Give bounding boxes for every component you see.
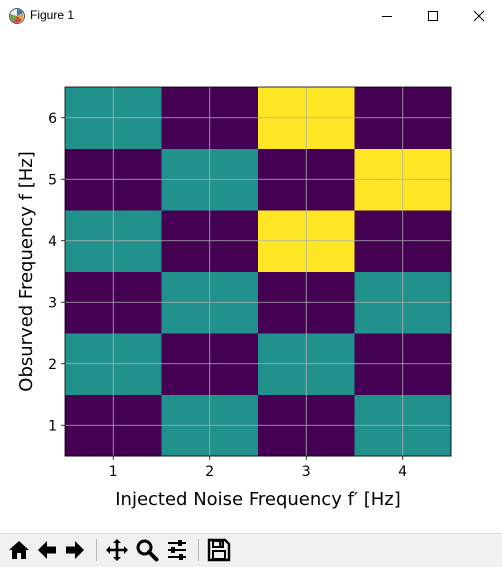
save-button[interactable] bbox=[206, 537, 232, 563]
matplotlib-icon bbox=[9, 8, 25, 24]
arrow-right-icon bbox=[66, 541, 84, 559]
sliders-icon bbox=[168, 540, 186, 560]
y-tick-label: 5 bbox=[48, 172, 57, 188]
configure-subplots-button[interactable] bbox=[164, 537, 190, 563]
heatmap-chart[interactable]: 1 2 3 4 1 2 3 4 5 6 Injected Noise Frequency f′ … bbox=[0, 31, 502, 533]
y-tick-label: 2 bbox=[48, 357, 57, 373]
save-icon bbox=[207, 538, 231, 562]
close-button[interactable] bbox=[456, 0, 502, 31]
minimize-icon bbox=[382, 16, 392, 17]
heatmap-cells bbox=[65, 87, 452, 457]
arrow-left-icon bbox=[38, 541, 56, 559]
move-icon bbox=[106, 539, 128, 561]
y-tick-label: 6 bbox=[48, 111, 57, 127]
minimize-button[interactable] bbox=[364, 0, 410, 31]
x-ticks: 1 2 3 4 bbox=[109, 456, 407, 480]
maximize-icon bbox=[428, 11, 438, 21]
y-tick-label: 3 bbox=[48, 295, 57, 311]
toolbar-separator bbox=[198, 539, 199, 561]
y-tick-label: 1 bbox=[48, 418, 57, 434]
x-tick-label: 4 bbox=[398, 464, 407, 480]
home-icon bbox=[9, 541, 29, 559]
x-tick-label: 1 bbox=[109, 464, 118, 480]
zoom-button[interactable] bbox=[134, 537, 160, 563]
y-tick-label: 4 bbox=[48, 234, 57, 250]
toolbar-separator bbox=[96, 539, 97, 561]
pan-button[interactable] bbox=[104, 537, 130, 563]
window-titlebar: Figure 1 bbox=[0, 0, 502, 31]
x-tick-label: 2 bbox=[205, 464, 214, 480]
grid-lines bbox=[65, 87, 451, 456]
x-axis-label: Injected Noise Frequency f′ [Hz] bbox=[115, 489, 401, 510]
back-button[interactable] bbox=[34, 537, 60, 563]
figure-canvas[interactable]: 1 2 3 4 1 2 3 4 5 6 Injected Noise Frequency f′ … bbox=[0, 31, 502, 533]
maximize-button[interactable] bbox=[410, 0, 456, 31]
x-tick-label: 3 bbox=[302, 464, 311, 480]
home-button[interactable] bbox=[6, 537, 32, 563]
close-icon bbox=[473, 10, 485, 22]
window-title: Figure 1 bbox=[30, 8, 75, 22]
y-axis-label: Obsurved Frequency f [Hz] bbox=[16, 151, 37, 391]
axes-frame bbox=[64, 86, 452, 457]
forward-button[interactable] bbox=[62, 537, 88, 563]
zoom-icon bbox=[136, 539, 159, 562]
y-ticks: 1 2 3 4 5 6 bbox=[48, 111, 65, 434]
navigation-toolbar bbox=[0, 533, 502, 567]
